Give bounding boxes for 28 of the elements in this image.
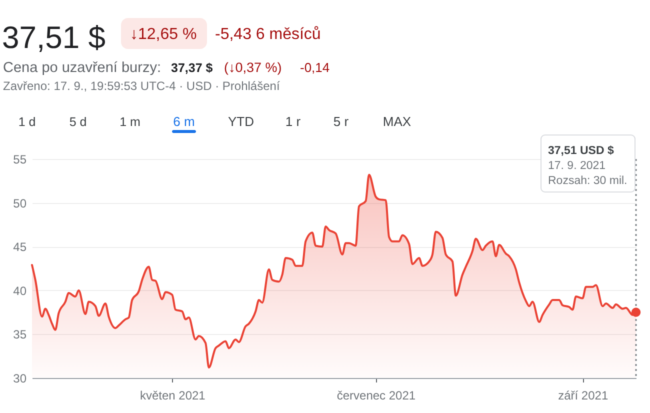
annotation: 17. 9. 2021 bbox=[548, 160, 606, 172]
text: YTD bbox=[228, 114, 254, 129]
x-tick-label: květen 2021 bbox=[140, 388, 206, 402]
text: Cena po uzavření burzy: bbox=[3, 60, 161, 76]
text: 5 d bbox=[69, 115, 87, 129]
text: 37,51 USD $ bbox=[548, 145, 614, 157]
annotation: Rozsah: 30 mil. bbox=[548, 175, 628, 187]
y-tick-label: 30 bbox=[13, 372, 27, 386]
text: 5 r bbox=[333, 114, 350, 129]
text: -0,14 bbox=[300, 60, 330, 75]
y-tick-label: 40 bbox=[13, 284, 27, 298]
x-tick-label: červenec 2021 bbox=[336, 388, 416, 402]
text: -5,43 6 měsíců bbox=[215, 26, 321, 43]
text: 1 r bbox=[285, 114, 302, 129]
y-tick-label: 55 bbox=[13, 152, 27, 166]
text: (↓0,37 %) bbox=[224, 60, 282, 75]
y-tick-label: 45 bbox=[13, 240, 27, 254]
x-tick-label: září 2021 bbox=[558, 388, 608, 402]
text: 1 d bbox=[18, 115, 36, 129]
text: 6 m bbox=[173, 114, 195, 129]
text: 37,37 $ bbox=[171, 61, 213, 75]
y-tick-label: 35 bbox=[13, 328, 27, 342]
text: ↓12,65 % bbox=[130, 26, 197, 43]
text: 1 m bbox=[120, 115, 140, 129]
text: Zavřeno: 17. 9., 19:59:53 UTC-4 · USD · Prohlášení bbox=[3, 79, 280, 93]
text: MAX bbox=[382, 114, 412, 129]
y-tick-label: 50 bbox=[13, 196, 27, 210]
chart-title: 37,51 $ bbox=[2, 20, 106, 55]
